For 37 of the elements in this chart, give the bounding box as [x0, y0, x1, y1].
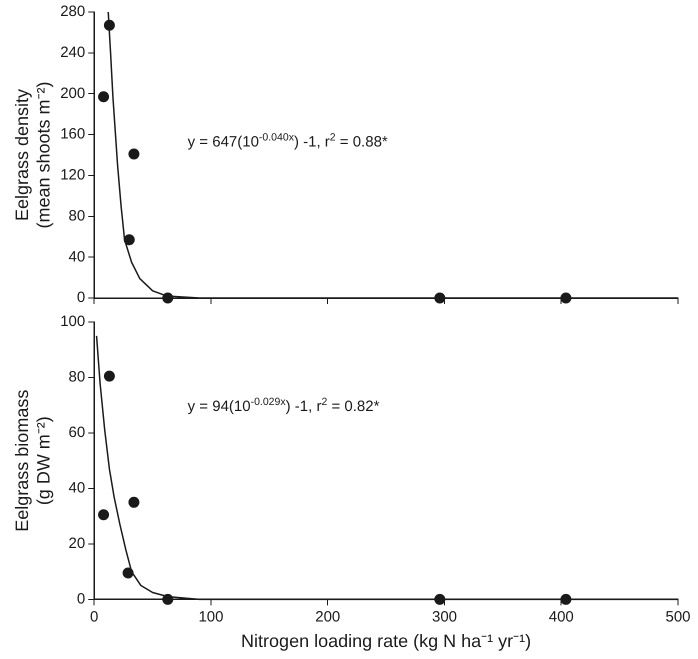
point [98, 91, 110, 102]
y-tick-label: 0 [76, 289, 86, 306]
y-tick-label: 20 [68, 535, 86, 552]
x-tick-label: 400 [548, 608, 574, 626]
y-axis-title: Eelgrass density (mean shoots m⁻²) [12, 81, 54, 229]
x-tick-label: 500 [665, 608, 691, 626]
x-tick-label: 300 [432, 608, 458, 626]
y-axis-title: Eelgrass biomass (g DW m⁻²) [12, 390, 54, 532]
point [434, 594, 446, 605]
y-tick-label: 200 [60, 84, 86, 102]
y-tick-label: 160 [60, 126, 86, 143]
point [104, 20, 115, 31]
y-tick-label: 240 [60, 44, 86, 61]
y-tick-label: 120 [60, 166, 86, 184]
x-tick-label: 200 [315, 608, 340, 626]
point [124, 234, 135, 246]
point [98, 509, 110, 520]
point [128, 496, 140, 508]
point [104, 370, 115, 382]
point [434, 292, 446, 304]
y-tick-label: 100 [60, 313, 86, 330]
y-tick-label: 40 [68, 480, 86, 497]
y-tick-label: 280 [60, 3, 86, 20]
point [162, 292, 174, 304]
point [122, 568, 134, 579]
point [162, 594, 174, 605]
y-tick-label: 80 [68, 368, 86, 386]
y-tick-label: 60 [68, 424, 86, 442]
x-axis-title: Nitrogen loading rate (kg N ha⁻¹ yr⁻¹) [241, 631, 532, 652]
point [560, 594, 572, 605]
x-tick-label: 100 [198, 608, 224, 626]
point [560, 292, 572, 304]
y-tick-label: 0 [76, 590, 86, 608]
x-tick-label: 0 [90, 608, 98, 626]
point [128, 148, 140, 160]
y-tick-label: 40 [68, 248, 86, 266]
y-tick-label: 80 [68, 207, 86, 224]
